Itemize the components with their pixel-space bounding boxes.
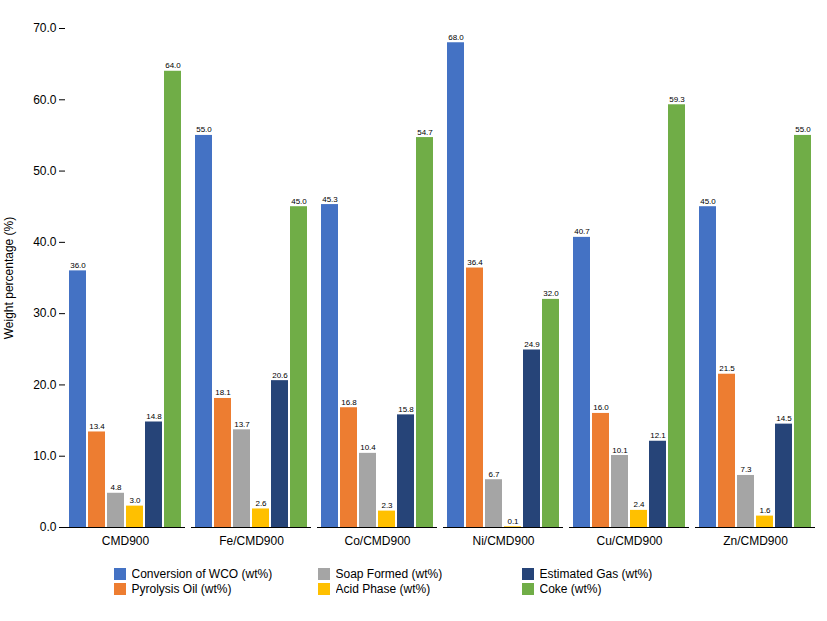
svg-text:7.3: 7.3 <box>740 465 752 474</box>
svg-text:12.1: 12.1 <box>650 431 666 440</box>
html-text:Conversion of WCO (wt%): Conversion of WCO (wt%) <box>131 567 273 581</box>
html-text:Pyrolysis Oil (wt%): Pyrolysis Oil (wt%) <box>131 582 232 596</box>
svg-text:13.4: 13.4 <box>89 422 105 431</box>
svg-text:18.1: 18.1 <box>215 388 231 397</box>
svg-text:30.0: 30.0 <box>33 306 57 320</box>
svg-text:2.3: 2.3 <box>381 501 393 510</box>
svg-text:50.0: 50.0 <box>33 164 57 178</box>
svg-text:45.0: 45.0 <box>291 197 307 206</box>
svg-text:40.0: 40.0 <box>33 235 57 249</box>
svg-text:32.0: 32.0 <box>543 289 559 298</box>
svg-text:14.5: 14.5 <box>776 414 792 423</box>
svg-text:45.3: 45.3 <box>322 195 338 204</box>
svg-text:36.0: 36.0 <box>70 261 86 270</box>
svg-text:21.5: 21.5 <box>719 364 735 373</box>
svg-text:2.6: 2.6 <box>255 499 267 508</box>
svg-text:0.0: 0.0 <box>40 520 57 534</box>
svg-text:Co/CMD900: Co/CMD900 <box>344 534 410 548</box>
svg-text:Cu/CMD900: Cu/CMD900 <box>596 534 662 548</box>
svg-text:6.7: 6.7 <box>488 470 500 479</box>
svg-text:4.8: 4.8 <box>110 483 122 492</box>
svg-text:55.0: 55.0 <box>795 125 811 134</box>
svg-text:Fe/CMD900: Fe/CMD900 <box>219 534 284 548</box>
html-text:Coke (wt%): Coke (wt%) <box>539 582 602 596</box>
svg-text:20.0: 20.0 <box>33 378 57 392</box>
svg-text:55.0: 55.0 <box>196 125 212 134</box>
svg-text:1.6: 1.6 <box>759 506 771 515</box>
svg-text:0.1: 0.1 <box>507 517 519 526</box>
svg-text:60.0: 60.0 <box>33 93 57 107</box>
svg-text:15.8: 15.8 <box>398 405 414 414</box>
svg-text:20.6: 20.6 <box>272 371 288 380</box>
svg-text:36.4: 36.4 <box>467 258 483 267</box>
svg-text:Zn/CMD900: Zn/CMD900 <box>723 534 788 548</box>
svg-text:16.0: 16.0 <box>593 403 609 412</box>
svg-text:Weight percentage (%): Weight percentage (%) <box>2 217 16 340</box>
svg-text:54.7: 54.7 <box>417 128 433 137</box>
svg-text:45.0: 45.0 <box>700 197 716 206</box>
svg-text:3.0: 3.0 <box>129 496 141 505</box>
svg-text:68.0: 68.0 <box>448 33 464 42</box>
svg-text:CMD900: CMD900 <box>102 534 150 548</box>
svg-text:10.4: 10.4 <box>360 443 376 452</box>
svg-text:24.9: 24.9 <box>524 340 540 349</box>
html-text:Soap Formed (wt%): Soap Formed (wt%) <box>335 567 443 581</box>
svg-text:Ni/CMD900: Ni/CMD900 <box>472 534 534 548</box>
svg-text:16.8: 16.8 <box>341 398 357 407</box>
svg-text:10.1: 10.1 <box>612 446 628 455</box>
html-text:Acid Phase (wt%): Acid Phase (wt%) <box>335 582 431 596</box>
svg-text:13.7: 13.7 <box>234 420 250 429</box>
svg-text:64.0: 64.0 <box>165 61 181 70</box>
svg-text:40.7: 40.7 <box>574 227 590 236</box>
svg-text:2.4: 2.4 <box>633 500 645 509</box>
svg-text:70.0: 70.0 <box>33 21 57 35</box>
svg-text:10.0: 10.0 <box>33 449 57 463</box>
svg-text:59.3: 59.3 <box>669 95 685 104</box>
svg-text:14.8: 14.8 <box>146 412 162 421</box>
html-text:Estimated Gas (wt%): Estimated Gas (wt%) <box>539 567 653 581</box>
